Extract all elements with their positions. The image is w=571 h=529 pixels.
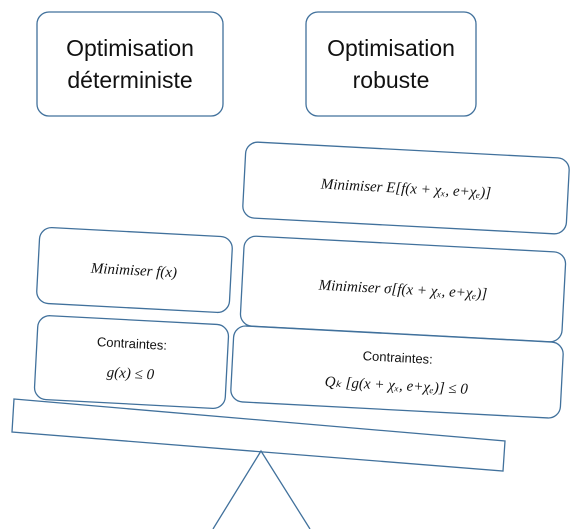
box-esperance: Minimiser E[f(x + χₓ, e+χₑ)] bbox=[242, 141, 570, 235]
plank bbox=[11, 398, 506, 472]
box bbox=[36, 226, 233, 314]
box-sigma: Minimiser σ[f(x + χₓ, e+χₑ)] bbox=[239, 235, 567, 343]
box-contraintes-rob: Contraintes: Qₖ [g(x + χₓ, e+χₑ)] ≤ 0 bbox=[230, 325, 564, 419]
header-box bbox=[305, 11, 477, 117]
fulcrum bbox=[212, 449, 311, 529]
box-contraintes-det: Contraintes: g(x) ≤ 0 bbox=[33, 315, 230, 410]
header-line: Optimisation bbox=[66, 35, 194, 61]
box bbox=[230, 325, 564, 419]
header-line: déterministe bbox=[67, 67, 192, 93]
header-line: robuste bbox=[353, 67, 430, 93]
header-deterministe: Optimisation déterministe bbox=[36, 11, 224, 117]
header-box bbox=[36, 11, 224, 117]
box-title: Contraintes: bbox=[362, 348, 433, 367]
box-minf: Minimiser f(x) bbox=[36, 226, 233, 314]
box-label: g(x) ≤ 0 bbox=[106, 365, 155, 383]
box bbox=[33, 315, 230, 410]
box-label: Minimiser f(x) bbox=[89, 261, 177, 282]
box bbox=[242, 141, 570, 235]
box-title: Contraintes: bbox=[97, 334, 168, 353]
header-line: Optimisation bbox=[327, 35, 455, 61]
box-label: Qₖ [g(x + χₓ, e+χₑ)] ≤ 0 bbox=[324, 374, 468, 398]
header-robuste: Optimisation robuste bbox=[305, 11, 477, 117]
